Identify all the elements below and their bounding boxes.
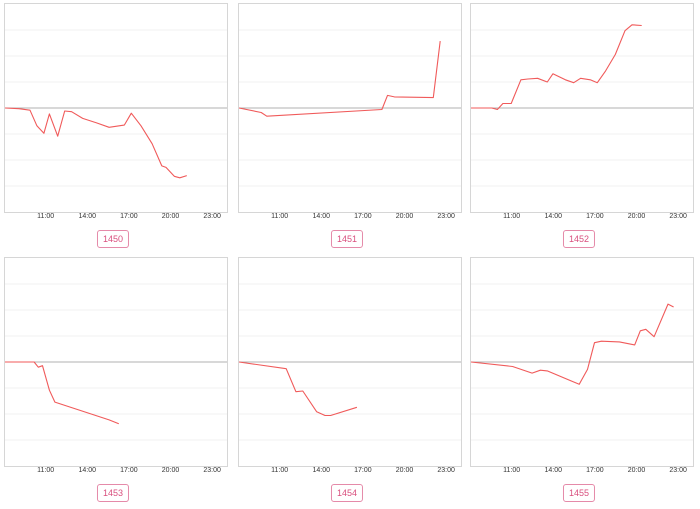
chart-panel-1454: 11:00 14:00 17:00 20:00 23:00 1454	[234, 254, 462, 509]
x-tick-label: 14:00	[312, 213, 331, 220]
panel-id-button[interactable]: 1452	[562, 230, 596, 248]
chart-svg	[471, 24, 693, 187]
x-tick-label: 23:00	[203, 213, 221, 220]
chart-svg	[239, 29, 461, 187]
x-tick-label: 20:00	[627, 213, 646, 220]
panel-id-button[interactable]: 1451	[330, 230, 364, 248]
chart-panel-1453: 11:00 14:00 17:00 20:00 23:00 1453	[0, 254, 228, 509]
line-chart	[238, 3, 462, 213]
x-axis-labels: 11:00 14:00 17:00 20:00 23:00	[4, 211, 226, 225]
x-tick-label: 17:00	[354, 467, 372, 474]
panel-id-button[interactable]: 1450	[96, 230, 130, 248]
x-tick-label: 20:00	[627, 467, 646, 474]
panel-id-button[interactable]: 1454	[330, 484, 364, 502]
x-axis-labels: 11:00 14:00 17:00 20:00 23:00	[470, 211, 692, 225]
x-tick-label: 11:00	[37, 467, 55, 474]
series-line	[5, 361, 120, 425]
x-tick-label: 20:00	[395, 467, 414, 474]
x-tick-label: 14:00	[544, 213, 563, 220]
x-tick-label: 23:00	[669, 467, 687, 474]
x-tick-label: 11:00	[503, 467, 521, 474]
x-axis-labels: 11:00 14:00 17:00 20:00 23:00	[238, 211, 460, 225]
panel-id-button[interactable]: 1455	[562, 484, 596, 502]
x-tick-label: 11:00	[37, 213, 55, 220]
x-tick-label: 11:00	[271, 213, 289, 220]
chart-svg	[5, 283, 227, 441]
x-tick-label: 17:00	[120, 213, 138, 220]
x-tick-label: 23:00	[437, 213, 455, 220]
x-tick-label: 14:00	[78, 213, 97, 220]
chart-panel-1450: 11:00 14:00 17:00 20:00 23:00 1450	[0, 0, 228, 255]
x-axis-labels: 11:00 14:00 17:00 20:00 23:00	[4, 465, 226, 479]
x-tick-label: 11:00	[503, 213, 521, 220]
x-tick-label: 14:00	[544, 467, 563, 474]
line-chart	[238, 257, 462, 467]
x-tick-label: 17:00	[120, 467, 138, 474]
x-tick-label: 23:00	[203, 467, 221, 474]
series-line	[239, 361, 358, 417]
x-tick-label: 23:00	[669, 213, 687, 220]
series-line	[5, 107, 187, 179]
chart-panel-1455: 11:00 14:00 17:00 20:00 23:00 1455	[466, 254, 694, 509]
chart-svg	[239, 283, 461, 441]
chart-panel-1452: 11:00 14:00 17:00 20:00 23:00 1452	[466, 0, 694, 255]
line-chart	[4, 3, 228, 213]
x-tick-label: 20:00	[161, 213, 180, 220]
chart-panel-1451: 11:00 14:00 17:00 20:00 23:00 1451	[234, 0, 462, 255]
x-tick-label: 23:00	[437, 467, 455, 474]
x-axis-labels: 11:00 14:00 17:00 20:00 23:00	[470, 465, 692, 479]
line-chart	[470, 3, 694, 213]
x-tick-label: 20:00	[395, 213, 414, 220]
series-line	[239, 41, 441, 117]
x-tick-label: 14:00	[312, 467, 331, 474]
x-tick-label: 17:00	[586, 213, 604, 220]
series-line	[471, 24, 642, 111]
x-tick-label: 17:00	[586, 467, 604, 474]
panel-id-button[interactable]: 1453	[96, 484, 130, 502]
x-tick-label: 14:00	[78, 467, 97, 474]
x-tick-label: 20:00	[161, 467, 180, 474]
chart-svg	[471, 283, 693, 441]
x-axis-labels: 11:00 14:00 17:00 20:00 23:00	[238, 465, 460, 479]
line-chart	[4, 257, 228, 467]
x-tick-label: 17:00	[354, 213, 372, 220]
line-chart	[470, 257, 694, 467]
x-tick-label: 11:00	[271, 467, 289, 474]
chart-svg	[5, 29, 227, 187]
series-line	[471, 303, 674, 385]
